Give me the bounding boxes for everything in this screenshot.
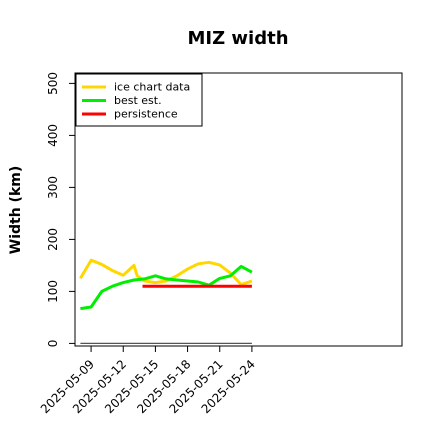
y-tick-label-400: 400 <box>46 124 60 147</box>
x-axis: 2025-05-092025-05-122025-05-152025-05-18… <box>38 346 258 416</box>
legend-label-0: ice chart data <box>114 81 190 94</box>
legend-label-2: persistence <box>114 108 178 121</box>
series-line-ice-chart-data <box>79 258 253 287</box>
y-tick-label-100: 100 <box>46 280 60 303</box>
y-tick-label-0: 0 <box>46 340 60 348</box>
chart-title: MIZ width <box>187 28 288 49</box>
plot-frame <box>74 72 403 347</box>
y-axis: 0 100 200 300 400 500 <box>46 72 75 347</box>
y-tick-label-300: 300 <box>46 176 60 199</box>
series-layer <box>79 258 253 344</box>
y-tick-label-500: 500 <box>46 72 60 95</box>
y-tick-label-200: 200 <box>46 228 60 251</box>
series-line-best-est <box>80 264 253 311</box>
y-axis-label: Width (km) <box>8 166 24 255</box>
legend-label-1: best est. <box>114 94 162 107</box>
